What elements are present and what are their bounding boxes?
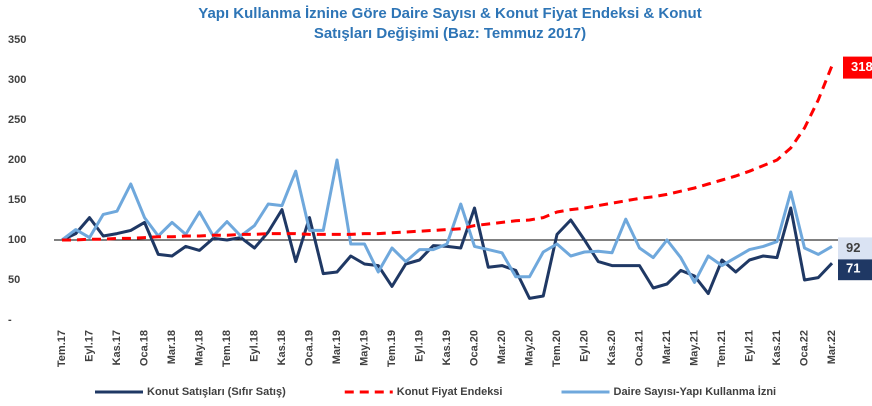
x-tick-label: May.21 xyxy=(688,330,700,366)
series-line xyxy=(61,158,833,284)
x-tick-label: Kas.18 xyxy=(276,330,288,365)
end-label-box xyxy=(838,258,872,281)
x-tick-label: Eyl.20 xyxy=(578,330,590,362)
y-tick-label: 50 xyxy=(8,274,20,286)
x-tick-label: Oca.20 xyxy=(468,330,480,366)
x-tick-label: May.18 xyxy=(193,330,205,366)
series-line xyxy=(61,206,834,300)
x-tick-label: Tem.20 xyxy=(551,330,563,367)
y-tick-label: 100 xyxy=(8,234,26,246)
chart-title: Yapı Kullanma İznine Göre Daire Sayısı &… xyxy=(198,5,701,22)
end-label-box xyxy=(843,56,872,79)
x-tick-label: Oca.21 xyxy=(633,330,645,366)
x-tick-label: Oca.18 xyxy=(138,330,150,366)
x-tick-label: Oca.19 xyxy=(303,330,315,366)
x-tick-label: Kas.21 xyxy=(771,330,783,365)
series-line xyxy=(62,65,834,242)
y-tick-label: 300 xyxy=(8,74,26,86)
y-tick-label: 350 xyxy=(8,34,26,46)
x-tick-label: May.20 xyxy=(523,330,535,366)
y-tick-label: 200 xyxy=(8,154,26,166)
x-tick-label: Mar.19 xyxy=(331,330,343,364)
x-tick-label: Mar.18 xyxy=(166,330,178,364)
legend-label: Konut Satışları (Sıfır Satış) xyxy=(147,386,286,398)
x-tick-label: Tem.21 xyxy=(716,330,728,367)
x-tick-label: Mar.21 xyxy=(661,330,673,364)
chart-title: Satışları Değişimi (Baz: Temmuz 2017) xyxy=(314,25,586,42)
x-tick-label: Mar.20 xyxy=(496,330,508,364)
y-tick-label: 150 xyxy=(8,194,26,206)
x-tick-label: Kas.17 xyxy=(111,330,123,365)
end-label: 92 xyxy=(846,240,860,255)
legend-label: Daire Sayısı-Yapı Kullanma İzni xyxy=(614,385,777,398)
y-tick-label: - xyxy=(8,314,12,326)
x-tick-label: Oca.22 xyxy=(798,330,810,366)
x-tick-label: Tem.17 xyxy=(56,330,68,367)
x-tick-label: Kas.19 xyxy=(441,330,453,365)
x-tick-label: Tem.19 xyxy=(386,330,398,367)
x-tick-label: Eyl.17 xyxy=(83,330,95,362)
x-tick-label: Eyl.21 xyxy=(743,330,755,362)
end-label: 318 xyxy=(851,59,872,74)
x-tick-label: Eyl.19 xyxy=(413,330,425,362)
y-tick-label: 250 xyxy=(8,114,26,126)
x-tick-label: Eyl.18 xyxy=(248,330,260,362)
legend-label: Konut Fiyat Endeksi xyxy=(397,386,503,398)
end-label: 71 xyxy=(846,261,860,276)
x-tick-label: May.19 xyxy=(358,330,370,366)
x-tick-label: Mar.22 xyxy=(826,330,838,364)
x-tick-label: Kas.20 xyxy=(606,330,618,365)
x-tick-label: Tem.18 xyxy=(221,330,233,367)
end-label-box xyxy=(838,237,872,260)
